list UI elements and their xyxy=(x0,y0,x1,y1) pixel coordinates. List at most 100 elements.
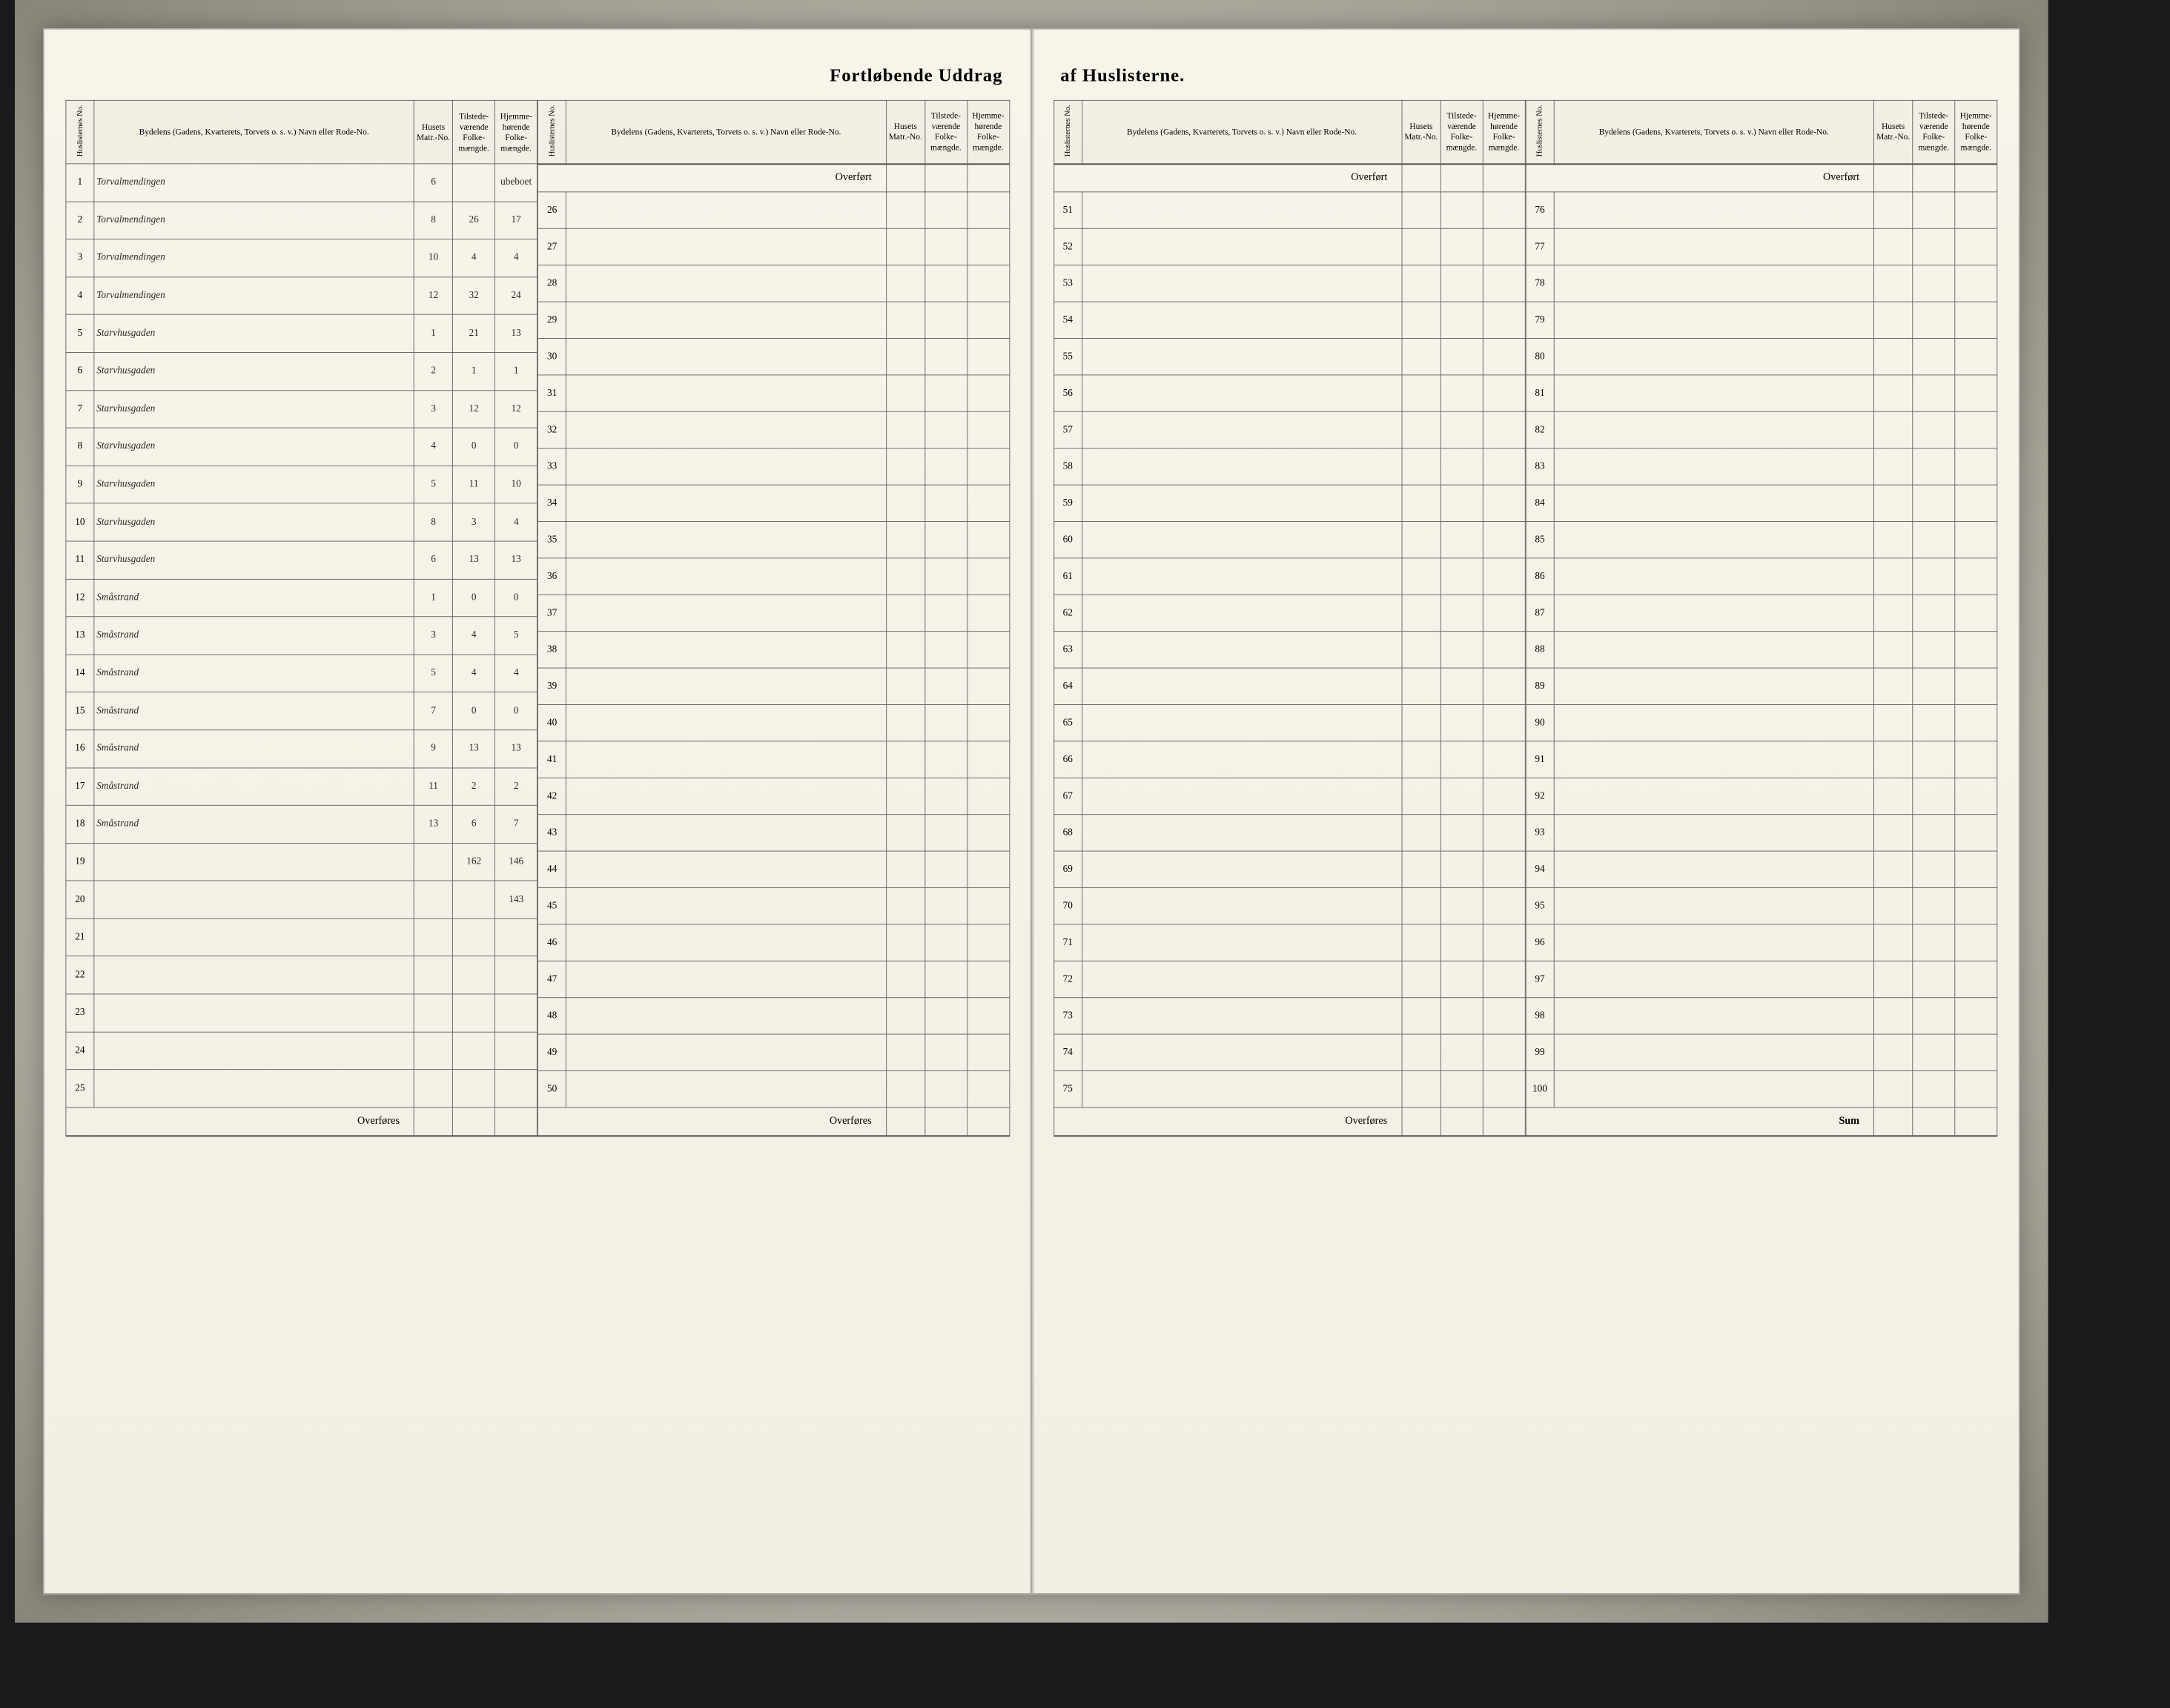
tilstede-count xyxy=(453,881,495,918)
row-number: 44 xyxy=(538,851,566,887)
tilstede-count xyxy=(1913,961,1955,997)
hjemme-count xyxy=(1483,1034,1525,1070)
header-hjemme: Hjemme-hørende Folke-mængde. xyxy=(1483,100,1525,164)
row-number: 14 xyxy=(66,655,94,692)
hjemme-count xyxy=(1955,411,1997,448)
street-name xyxy=(1554,1034,1874,1070)
table-row: 54 xyxy=(1053,302,1525,338)
matr-no xyxy=(1874,961,1913,997)
matr-no xyxy=(1874,302,1913,338)
hjemme-count: 17 xyxy=(495,202,537,239)
matr-no xyxy=(1402,595,1440,631)
hjemme-count: 13 xyxy=(495,541,537,579)
hjemme-count xyxy=(1483,741,1525,778)
street-name xyxy=(1082,668,1402,704)
street-name xyxy=(1554,192,1874,228)
street-name xyxy=(1082,741,1402,778)
street-name xyxy=(566,741,887,778)
hjemme-count: 7 xyxy=(495,805,537,843)
hjemme-count xyxy=(967,961,1009,997)
matr-no xyxy=(886,485,924,521)
street-name xyxy=(94,881,414,918)
street-name xyxy=(566,375,887,411)
row-number: 62 xyxy=(1053,595,1082,631)
tilstede-count xyxy=(1440,192,1483,228)
tilstede-count xyxy=(924,924,967,961)
header-hjemme: Hjemme-hørende Folke-mængde. xyxy=(967,100,1009,164)
matr-no xyxy=(886,887,924,924)
tilstede-count xyxy=(1913,595,1955,631)
street-name: Starvhusgaden xyxy=(94,390,414,428)
street-name xyxy=(1554,668,1874,704)
tilstede-count xyxy=(1440,228,1483,265)
tilstede-count: 21 xyxy=(453,315,495,353)
street-name: Småstrand xyxy=(94,655,414,692)
table-row: 12Småstrand100 xyxy=(66,579,537,617)
tilstede-count xyxy=(924,1070,967,1107)
table-row: 85 xyxy=(1526,521,1997,557)
header-no: Huslisternes No. xyxy=(66,100,94,164)
hjemme-count xyxy=(1955,228,1997,265)
row-number: 83 xyxy=(1526,448,1554,485)
table-row: 98 xyxy=(1526,998,1997,1034)
tilstede-count: 2 xyxy=(453,768,495,806)
table-row: 80 xyxy=(1526,338,1997,374)
row-number: 98 xyxy=(1526,998,1554,1034)
matr-no xyxy=(886,632,924,668)
row-number: 89 xyxy=(1526,668,1554,704)
tilstede-count xyxy=(1913,192,1955,228)
street-name xyxy=(1082,851,1402,887)
matr-no xyxy=(1402,815,1440,851)
street-name xyxy=(566,338,887,374)
street-name: Småstrand xyxy=(94,805,414,843)
row-number: 51 xyxy=(1053,192,1082,228)
table-row: 18Småstrand1367 xyxy=(66,805,537,843)
hjemme-count xyxy=(1955,632,1997,668)
hjemme-count: 2 xyxy=(495,768,537,806)
matr-no xyxy=(886,228,924,265)
tilstede-count xyxy=(453,1032,495,1070)
hjemme-count xyxy=(967,1070,1009,1107)
hjemme-count xyxy=(1955,998,1997,1034)
table-row: 5Starvhusgaden12113 xyxy=(66,315,537,353)
hjemme-count: 13 xyxy=(495,730,537,768)
tilstede-count xyxy=(1440,704,1483,741)
hjemme-count xyxy=(1955,887,1997,924)
matr-no xyxy=(886,704,924,741)
row-number: 10 xyxy=(66,503,94,541)
row-number: 56 xyxy=(1053,375,1082,411)
matr-no xyxy=(1402,448,1440,485)
hjemme-count xyxy=(1483,375,1525,411)
hjemme-count: 0 xyxy=(495,692,537,730)
row-number: 50 xyxy=(538,1070,566,1107)
table-row: 79 xyxy=(1526,302,1997,338)
matr-no xyxy=(1402,1070,1440,1107)
row-number: 66 xyxy=(1053,741,1082,778)
matr-no xyxy=(886,375,924,411)
row-number: 70 xyxy=(1053,887,1082,924)
street-name xyxy=(94,1070,414,1108)
matr-no xyxy=(414,918,452,956)
hjemme-count xyxy=(1483,1070,1525,1107)
street-name xyxy=(1554,998,1874,1034)
matr-no xyxy=(1402,265,1440,302)
tilstede-count xyxy=(1913,265,1955,302)
hjemme-count xyxy=(1955,924,1997,961)
table-row: 82 xyxy=(1526,411,1997,448)
row-number: 34 xyxy=(538,485,566,521)
hjemme-count xyxy=(1483,595,1525,631)
row-number: 37 xyxy=(538,595,566,631)
tilstede-count xyxy=(924,302,967,338)
tilstede-count: 1 xyxy=(453,352,495,390)
table-row: 100 xyxy=(1526,1070,1997,1107)
matr-no xyxy=(1874,228,1913,265)
matr-no xyxy=(1874,521,1913,557)
hjemme-count xyxy=(1483,961,1525,997)
table-row: 83 xyxy=(1526,448,1997,485)
matr-no xyxy=(886,302,924,338)
row-number: 95 xyxy=(1526,887,1554,924)
street-name xyxy=(566,815,887,851)
row-number: 57 xyxy=(1053,411,1082,448)
matr-no xyxy=(1874,1070,1913,1107)
row-number: 97 xyxy=(1526,961,1554,997)
